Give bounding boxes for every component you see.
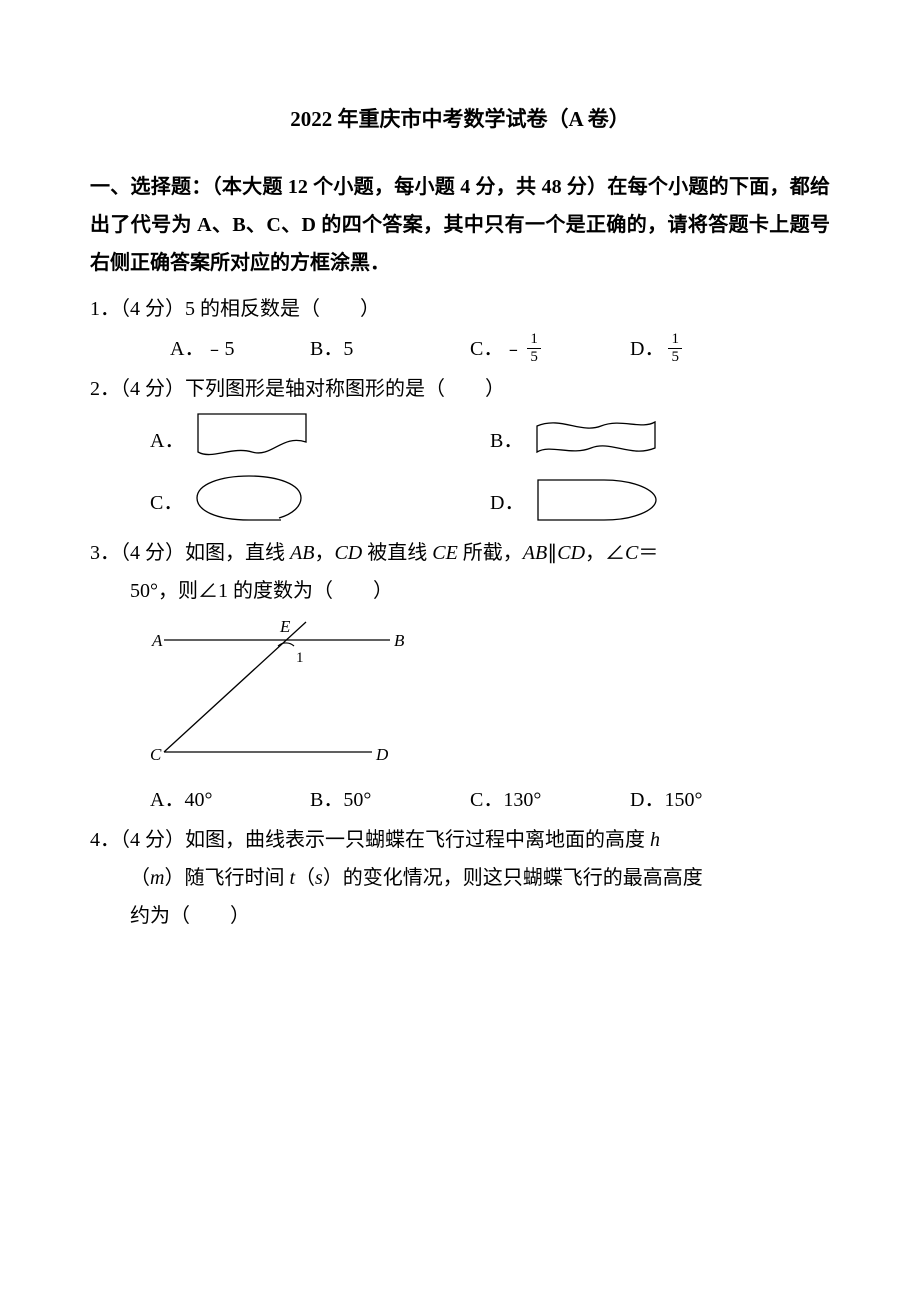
q1-option-b: B．5 xyxy=(310,330,470,368)
q4-t1: 4．（4 分）如图，曲线表示一只蝴蝶在飞行过程中离地面的高度 xyxy=(90,829,650,851)
q4-stem-line2: （m）随飞行时间 t（s）的变化情况，则这只蝴蝶飞行的最高高度 xyxy=(130,859,830,897)
q3-t5: ，∠ xyxy=(585,542,625,564)
q2-d-label: D． xyxy=(490,484,524,522)
q4-s: s xyxy=(315,867,323,889)
q4-m: m xyxy=(150,867,164,889)
q4-t4: （ xyxy=(295,867,315,889)
q3-c: C xyxy=(625,542,638,564)
q1-c-fraction: 1 5 xyxy=(527,332,541,365)
q3-t2: ， xyxy=(314,542,334,564)
frac-den: 5 xyxy=(527,349,541,365)
q4-stem-line1: 4．（4 分）如图，曲线表示一只蝴蝶在飞行过程中离地面的高度 h xyxy=(90,821,830,859)
q2-option-c: C． xyxy=(150,470,490,526)
q3-ab: AB xyxy=(290,542,314,564)
label-c: C xyxy=(150,745,162,764)
q2-c-label: C． xyxy=(150,484,183,522)
q1-d-fraction: 1 5 xyxy=(668,332,682,365)
label-d: D xyxy=(375,745,389,764)
q1-option-d: D． 1 5 xyxy=(630,330,770,368)
frac-den: 5 xyxy=(668,349,682,365)
q3-stem-line1: 3．（4 分）如图，直线 AB，CD 被直线 CE 所截，AB∥CD，∠C＝ xyxy=(90,534,830,572)
q3-t1: 3．（4 分）如图，直线 xyxy=(90,542,290,564)
q1-stem: 1．（4 分）5 的相反数是（ ） xyxy=(90,290,830,328)
q3-eq: ＝ xyxy=(638,542,658,564)
q3-par: ∥ xyxy=(547,542,557,564)
shape-d-icon xyxy=(532,474,662,526)
q3-option-d: D．150° xyxy=(630,781,790,819)
label-a: A xyxy=(151,631,163,650)
q1-c-prefix: C．﹣ xyxy=(470,330,523,368)
question-2: 2．（4 分）下列图形是轴对称图形的是（ ） A． B． C． D． xyxy=(90,370,830,532)
shape-c-icon xyxy=(191,470,311,526)
q2-b-label: B． xyxy=(490,422,523,460)
parallel-lines-diagram-icon: A B C D E 1 xyxy=(150,616,410,766)
q1-option-a: A．﹣5 xyxy=(170,330,310,368)
q4-t3: ）随飞行时间 xyxy=(164,867,289,889)
q4-t2: （ xyxy=(130,867,150,889)
q2-option-b: B． xyxy=(490,408,830,464)
shape-a-icon xyxy=(192,408,312,464)
label-1: 1 xyxy=(296,650,304,666)
q3-t3: 被直线 xyxy=(362,542,432,564)
q3-options: A．40° B．50° C．130° D．150° xyxy=(150,781,830,819)
question-3: 3．（4 分）如图，直线 AB，CD 被直线 CE 所截，AB∥CD，∠C＝ 5… xyxy=(90,534,830,819)
shape-b-icon xyxy=(531,412,661,464)
q1-d-prefix: D． xyxy=(630,330,664,368)
q3-diagram: A B C D E 1 xyxy=(150,616,830,779)
q3-option-a: A．40° xyxy=(150,781,310,819)
q3-t4: 所截， xyxy=(458,542,523,564)
q4-stem-line3: 约为（ ） xyxy=(130,897,830,935)
q3-ce: CE xyxy=(432,542,458,564)
exam-title: 2022 年重庆市中考数学试卷（A 卷） xyxy=(90,100,830,140)
q3-cd2: CD xyxy=(557,542,585,564)
label-e: E xyxy=(279,617,291,636)
q1-options: A．﹣5 B．5 C．﹣ 1 5 D． 1 5 xyxy=(170,330,830,368)
question-1: 1．（4 分）5 的相反数是（ ） A．﹣5 B．5 C．﹣ 1 5 D． 1 … xyxy=(90,290,830,368)
question-4: 4．（4 分）如图，曲线表示一只蝴蝶在飞行过程中离地面的高度 h （m）随飞行时… xyxy=(90,821,830,935)
q3-ab2: AB xyxy=(523,542,547,564)
q3-option-b: B．50° xyxy=(310,781,470,819)
q4-h: h xyxy=(650,829,660,851)
section-1-header: 一、选择题：（本大题 12 个小题，每小题 4 分，共 48 分）在每个小题的下… xyxy=(90,168,830,282)
q4-t5: ）的变化情况，则这只蝴蝶飞行的最高高度 xyxy=(323,867,703,889)
q3-stem-line2: 50°，则∠1 的度数为（ ） xyxy=(130,572,830,610)
label-b: B xyxy=(394,631,405,650)
q3-option-c: C．130° xyxy=(470,781,630,819)
q2-options: A． B． C． D． xyxy=(150,408,830,532)
q3-cd: CD xyxy=(334,542,362,564)
q2-a-label: A． xyxy=(150,422,184,460)
q2-option-d: D． xyxy=(490,470,830,526)
q1-option-c: C．﹣ 1 5 xyxy=(470,330,630,368)
frac-num: 1 xyxy=(668,332,682,349)
q2-stem: 2．（4 分）下列图形是轴对称图形的是（ ） xyxy=(90,370,830,408)
frac-num: 1 xyxy=(527,332,541,349)
q2-option-a: A． xyxy=(150,408,490,464)
